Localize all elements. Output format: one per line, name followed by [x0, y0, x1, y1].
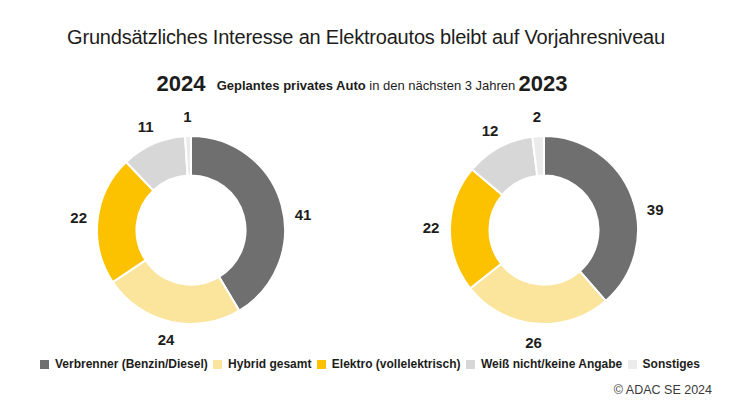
- legend-item-hybrid: Hybrid gesamt: [213, 357, 311, 371]
- copyright-notice: © ADAC SE 2024: [614, 383, 712, 397]
- legend-label: Verbrenner (Benzin/Diesel): [55, 357, 208, 371]
- legend-label: Sonstiges: [643, 357, 700, 371]
- segment-value-label: 2: [533, 108, 541, 125]
- legend-item-elektro: Elektro (vollelektrisch): [317, 357, 461, 371]
- chart-title: Grundsätzliches Interesse an Elektroauto…: [0, 26, 732, 49]
- year-label-2023: 2023: [519, 71, 568, 97]
- subtitle-bold-part: Geplantes privates Auto: [217, 78, 366, 93]
- segment-value-label: 11: [138, 118, 154, 135]
- legend-swatch-verbrenner: [40, 360, 49, 369]
- segment-value-label: 22: [70, 209, 87, 226]
- segment-value-label: 24: [158, 331, 175, 348]
- donut-chart-2024: 412422111: [56, 101, 326, 361]
- legend-label: Hybrid gesamt: [228, 357, 311, 371]
- legend-label: Weiß nicht/keine Angabe: [481, 357, 622, 371]
- legend-item-verbrenner: Verbrenner (Benzin/Diesel): [40, 357, 208, 371]
- segment-value-label: 1: [183, 108, 191, 125]
- legend-label: Elektro (vollelektrisch): [332, 357, 461, 371]
- chart-legend: Verbrenner (Benzin/Diesel) Hybrid gesamt…: [40, 357, 700, 371]
- donut-chart-2023: 39 26 22 12 2: [409, 101, 679, 361]
- segment-value-label: 12: [482, 122, 499, 139]
- segment-value-label: 26: [525, 334, 542, 351]
- donut-segment: [544, 136, 638, 301]
- legend-item-weiss-nicht: Weiß nicht/keine Angabe: [466, 357, 622, 371]
- segment-value-label: 39: [647, 201, 664, 218]
- legend-swatch-hybrid: [213, 360, 222, 369]
- year-label-2024: 2024: [157, 71, 206, 97]
- segment-value-label: 22: [423, 219, 440, 236]
- legend-item-sonstiges: Sonstiges: [628, 357, 700, 371]
- legend-swatch-sonstiges: [628, 360, 637, 369]
- infographic-page: Grundsätzliches Interesse an Elektroauto…: [0, 0, 732, 412]
- segment-value-label: 41: [295, 206, 312, 223]
- subtitle-regular-part: in den nächsten 3 Jahren: [366, 78, 516, 93]
- chart-subtitle: Geplantes privates Auto in den nächsten …: [217, 78, 516, 94]
- legend-swatch-weiss-nicht: [466, 360, 475, 369]
- legend-swatch-elektro: [317, 360, 326, 369]
